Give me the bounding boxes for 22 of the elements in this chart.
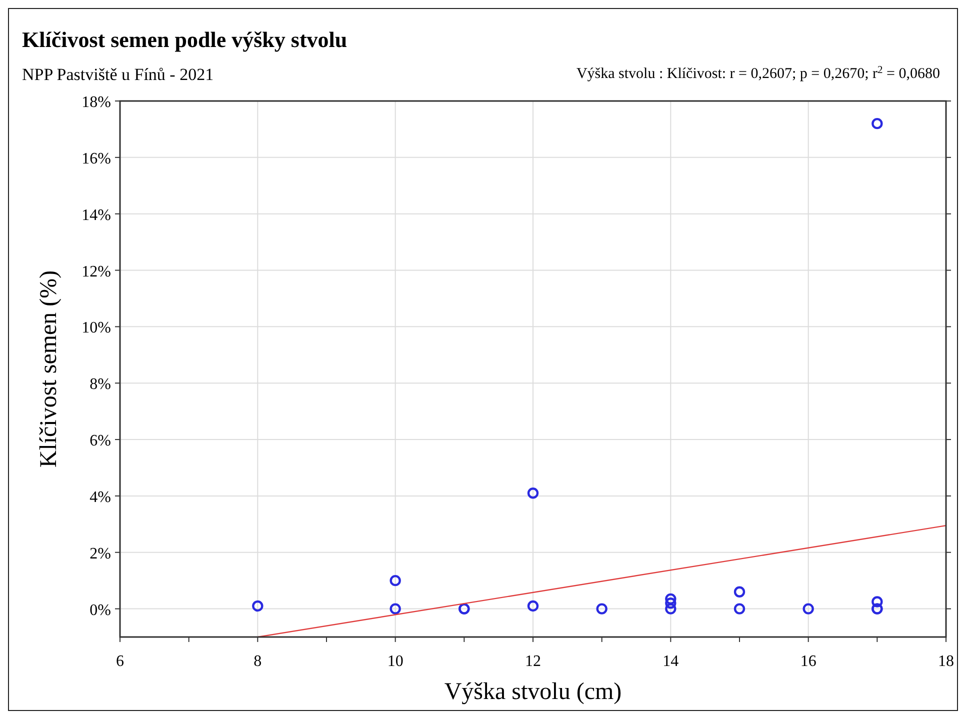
x-tick-label: 14 xyxy=(662,653,679,670)
x-tick-label: 10 xyxy=(387,653,404,670)
y-tick-label: 0% xyxy=(90,602,111,619)
chart-title: Klíčivost semen podle výšky stvolu xyxy=(22,27,348,52)
x-axis-title: Výška stvolu (cm) xyxy=(444,679,622,705)
y-tick-label: 2% xyxy=(90,545,111,562)
x-tick-label: 8 xyxy=(254,653,262,670)
y-tick-label: 12% xyxy=(82,263,111,280)
chart-subtitle: NPP Pastviště u Fínů - 2021 xyxy=(22,65,214,84)
y-tick-label: 6% xyxy=(90,432,111,450)
x-tick-label: 18 xyxy=(938,653,954,670)
text: Výška stvolu : Klíčivost: r = 0,2607; p = 0,2670; r$^{2}$ = 0,0680 xyxy=(576,64,940,82)
y-tick-label: 10% xyxy=(82,320,111,337)
x-tick-label: 6 xyxy=(116,653,124,670)
x-tick-label: 12 xyxy=(525,653,541,670)
y-tick-label: 8% xyxy=(90,376,111,394)
y-axis-title: Klíčivost semen (%) xyxy=(36,270,62,468)
y-tick-label: 16% xyxy=(82,150,111,168)
x-tick-label: 16 xyxy=(800,653,816,670)
y-tick-label: 4% xyxy=(90,488,111,506)
y-tick-label: 14% xyxy=(82,206,111,224)
y-tick-label: 18% xyxy=(82,94,111,111)
